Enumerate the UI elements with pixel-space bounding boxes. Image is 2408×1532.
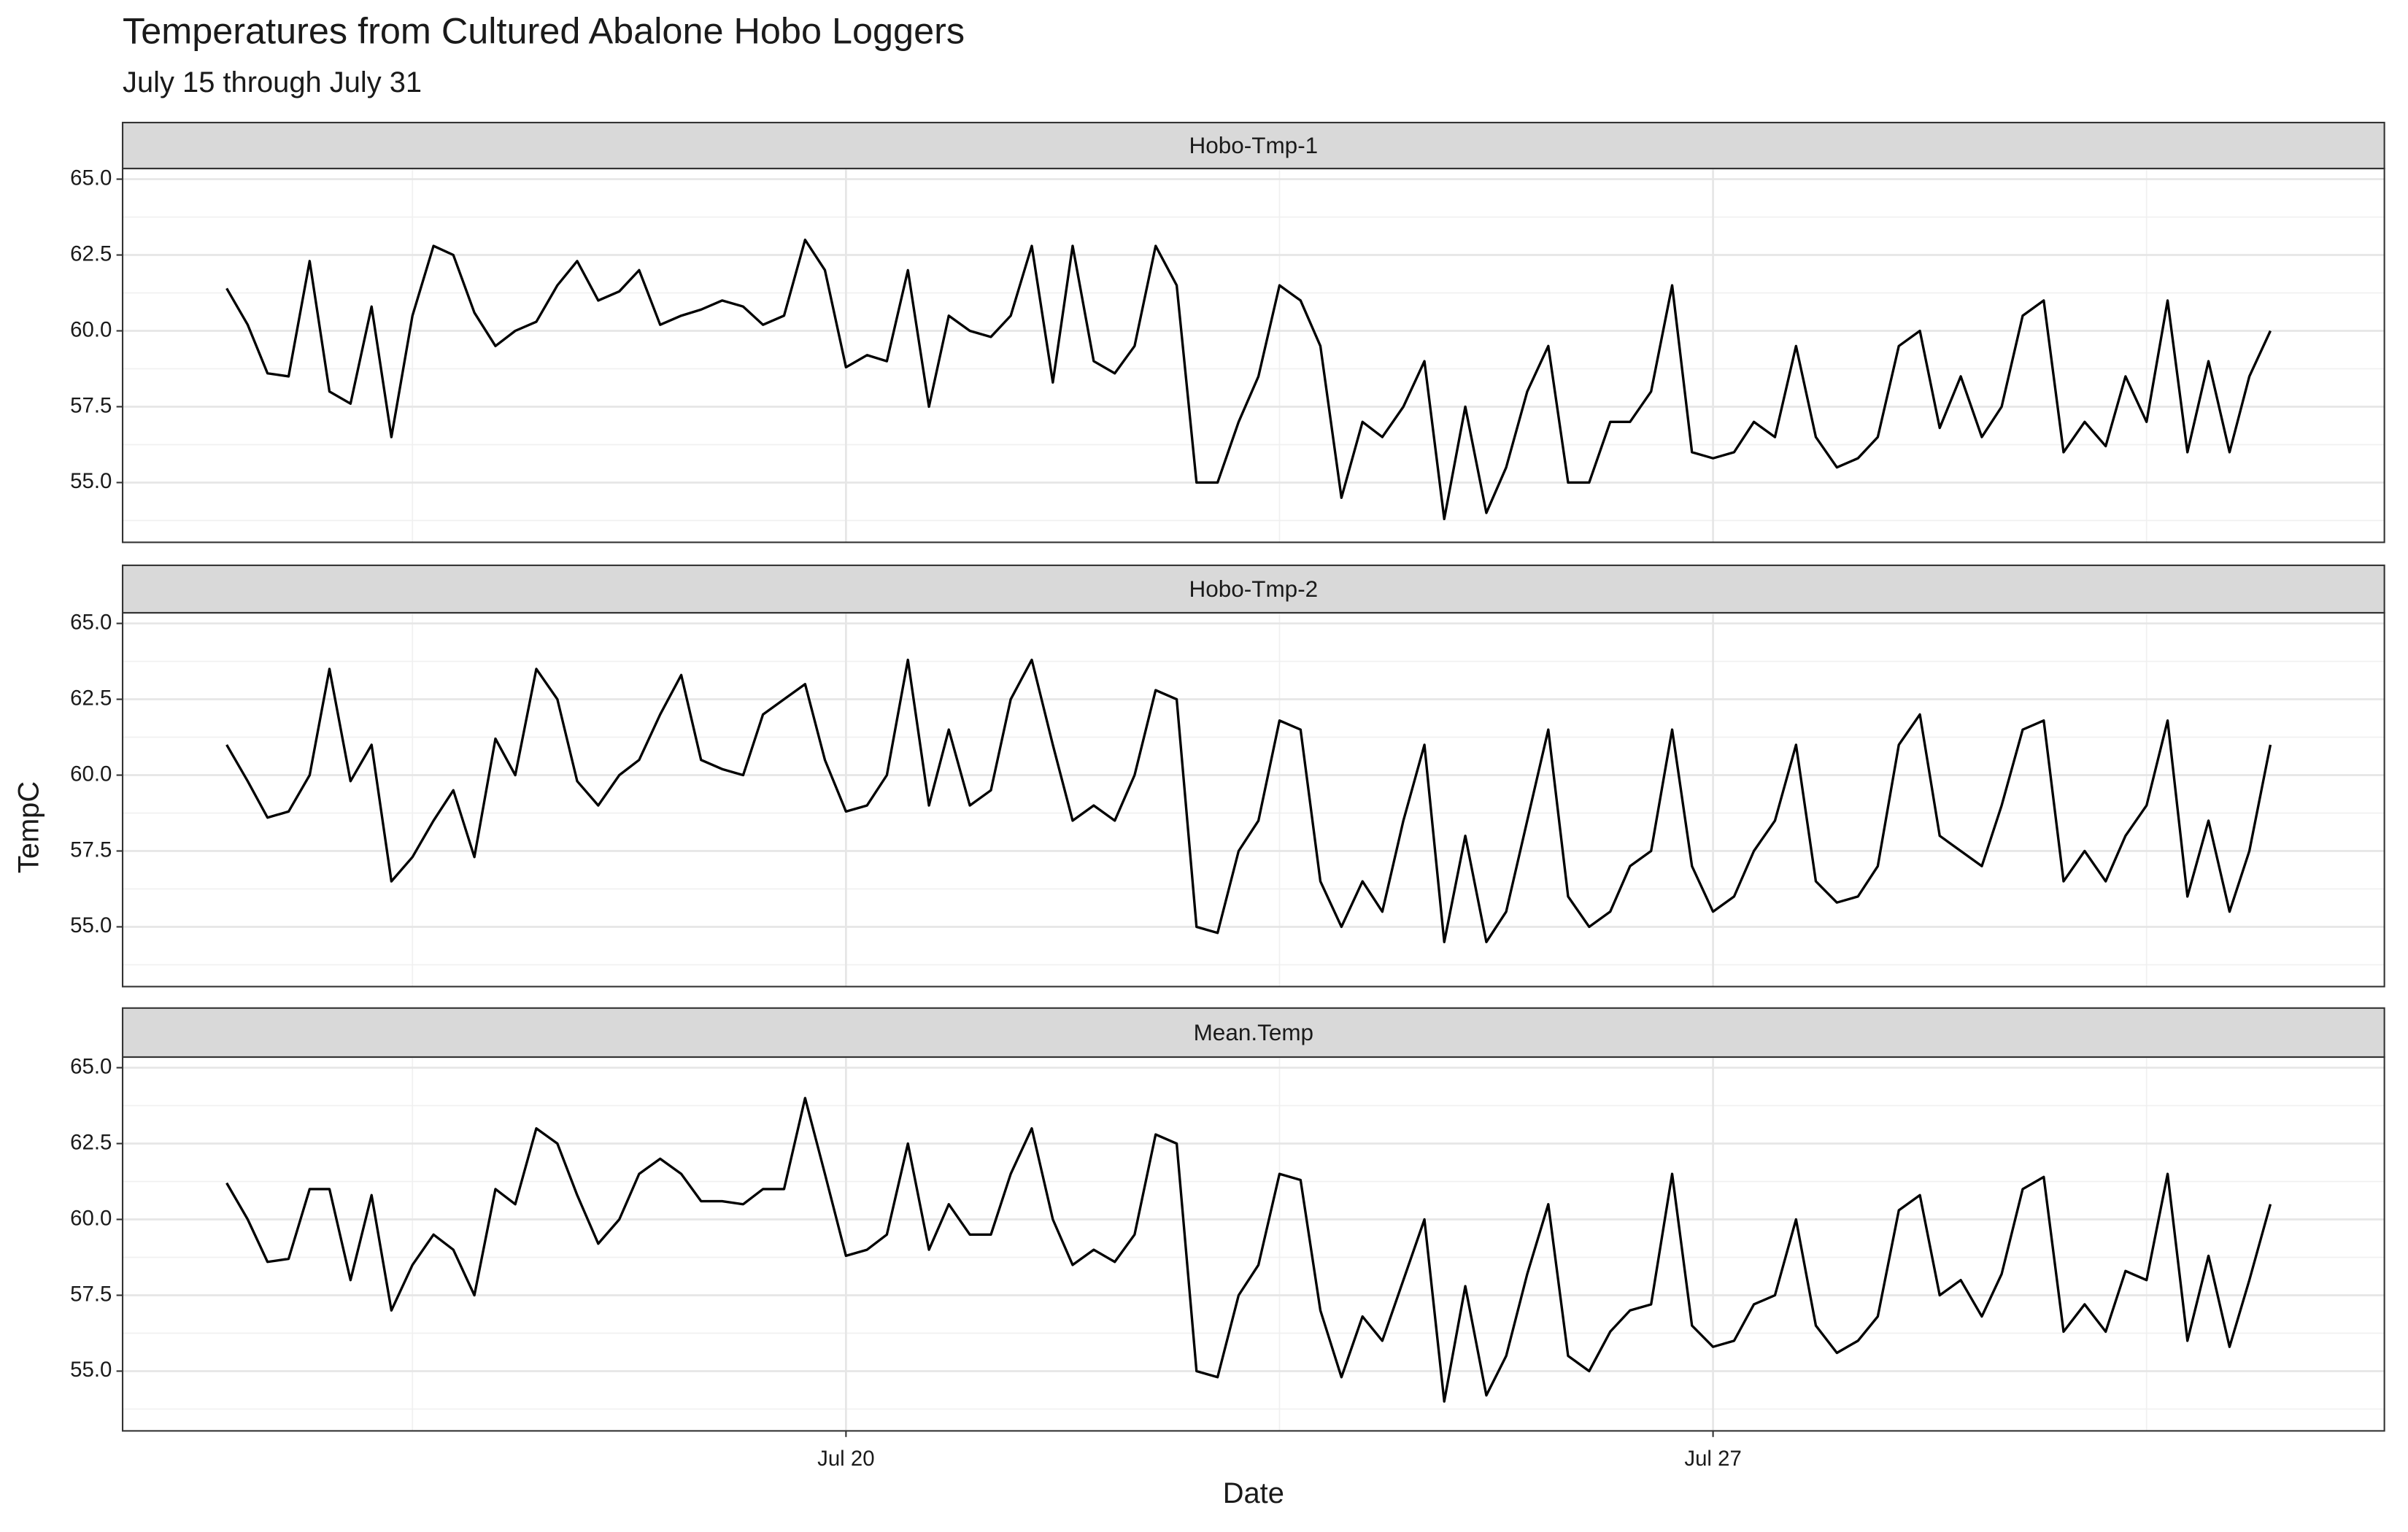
y-tick-label: 60.0 bbox=[70, 1206, 112, 1230]
y-tick-label: 55.0 bbox=[70, 1358, 112, 1382]
temperature-line bbox=[225, 239, 2272, 521]
y-tick-label: 60.0 bbox=[70, 762, 112, 786]
temperature-line bbox=[225, 1096, 2272, 1403]
strip-label: Hobo-Tmp-1 bbox=[1189, 132, 1318, 158]
panel-border bbox=[121, 167, 2385, 543]
panel-border bbox=[121, 611, 2385, 988]
strip-background bbox=[121, 121, 2385, 170]
y-tick-label: 57.5 bbox=[70, 837, 112, 862]
y-tick-label: 57.5 bbox=[70, 393, 112, 417]
chart-subtitle: July 15 through July 31 bbox=[123, 66, 422, 98]
strip-label: Mean.Temp bbox=[1194, 1019, 1314, 1045]
chart-title: Temperatures from Cultured Abalone Hobo … bbox=[123, 10, 965, 52]
y-tick-label: 55.0 bbox=[70, 469, 112, 493]
y-tick-label: 62.5 bbox=[70, 241, 112, 266]
strip-background bbox=[121, 1007, 2385, 1059]
x-axis-label: Date bbox=[1223, 1477, 1284, 1509]
y-axis-label: TempC bbox=[13, 781, 45, 873]
x-tick-label: Jul 20 bbox=[817, 1447, 874, 1471]
y-tick-label: 62.5 bbox=[70, 686, 112, 710]
y-tick-label: 57.5 bbox=[70, 1282, 112, 1306]
y-tick-label: 65.0 bbox=[70, 610, 112, 634]
strip-label: Hobo-Tmp-2 bbox=[1189, 576, 1318, 602]
y-tick-label: 65.0 bbox=[70, 166, 112, 190]
y-tick-label: 60.0 bbox=[70, 317, 112, 341]
y-tick-label: 65.0 bbox=[70, 1054, 112, 1078]
y-tick-label: 55.0 bbox=[70, 913, 112, 937]
x-tick-label: Jul 27 bbox=[1684, 1447, 1741, 1471]
strip-background bbox=[121, 564, 2385, 614]
panel-border bbox=[121, 1056, 2385, 1432]
y-tick-label: 62.5 bbox=[70, 1130, 112, 1154]
temperature-line bbox=[225, 658, 2272, 943]
